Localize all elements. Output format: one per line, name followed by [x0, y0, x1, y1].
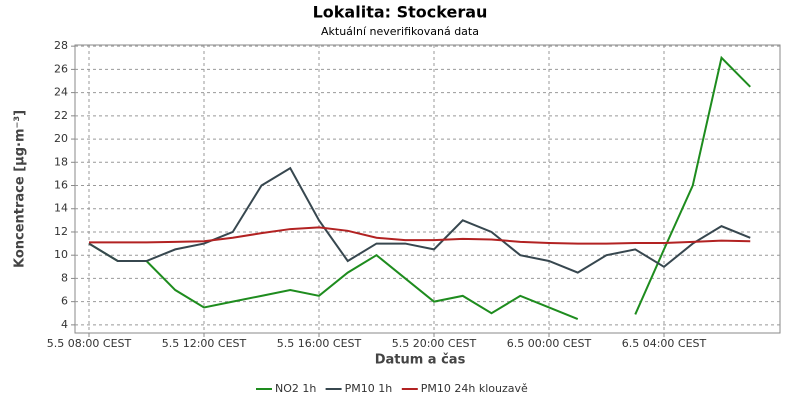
y-tick-label: 22: [54, 109, 68, 122]
x-tick-label: 5.5 20:00 CEST: [392, 337, 477, 350]
series-line: [89, 226, 751, 245]
y-axis-title: Koncentrace [µg·m⁻³]: [13, 110, 28, 268]
series-line: [88, 166, 751, 274]
chart-subtitle: Aktuální neverifikovaná data: [321, 25, 479, 38]
y-tick-label: 4: [61, 318, 68, 331]
x-tick-label: 6.5 04:00 CEST: [622, 337, 707, 350]
x-tick-label: 6.5 00:00 CEST: [507, 337, 592, 350]
series-line: [88, 55, 751, 320]
legend-label: PM10 24h klouzavě: [421, 382, 528, 395]
x-tick-label: 5.5 12:00 CEST: [162, 337, 247, 350]
y-tick-label: 26: [54, 62, 68, 75]
y-tick-label: 8: [61, 271, 68, 284]
y-tick-label: 28: [54, 39, 68, 52]
y-tick-label: 16: [54, 179, 68, 192]
legend-label: PM10 1h: [345, 382, 393, 395]
y-tick-label: 14: [54, 202, 68, 215]
legend-label: NO2 1h: [275, 382, 316, 395]
y-tick-label: 12: [54, 225, 68, 238]
x-tick-label: 5.5 16:00 CEST: [277, 337, 362, 350]
x-axis-title: Datum a čas: [375, 353, 466, 368]
y-tick-label: 10: [54, 248, 68, 261]
chart-title: Lokalita: Stockerau: [313, 3, 488, 22]
y-tick-label: 24: [54, 86, 68, 99]
x-tick-label: 5.5 08:00 CEST: [47, 337, 132, 350]
y-tick-label: 6: [61, 295, 68, 308]
plot-area: [74, 44, 781, 334]
y-tick-label: 20: [54, 132, 68, 145]
y-tick-label: 18: [54, 155, 68, 168]
